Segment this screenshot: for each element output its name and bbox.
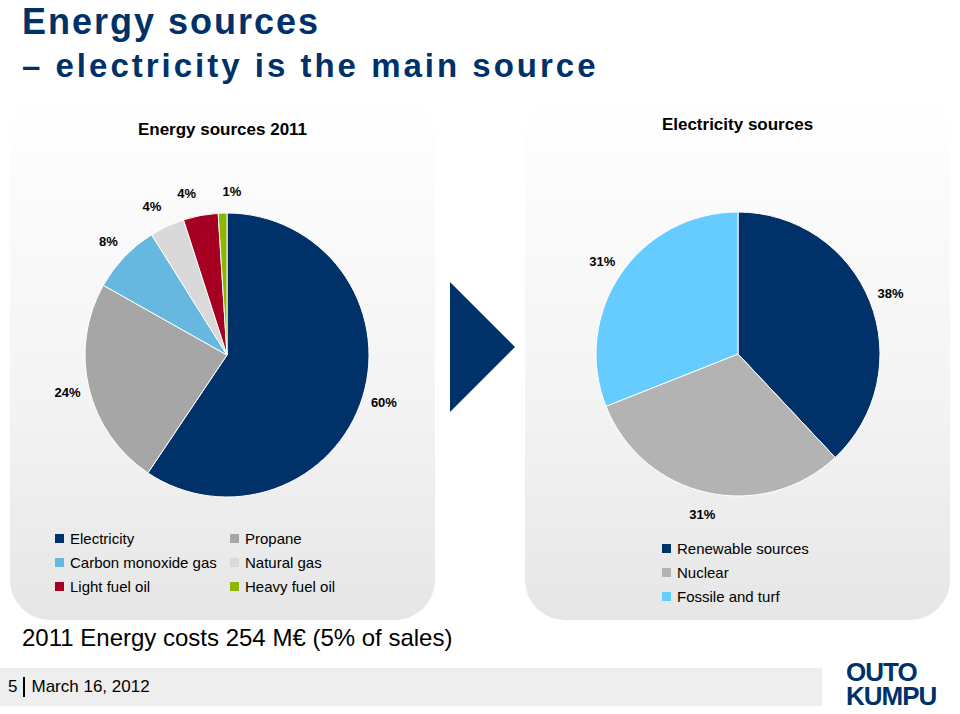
html-text:KUMPU: KUMPU (846, 681, 937, 711)
html-text:Fossile and turf: Fossile and turf (677, 587, 780, 605)
svg-text:31%: 31% (689, 507, 715, 522)
svg-text:24%: 24% (54, 385, 80, 400)
svg-text:1%: 1% (223, 184, 242, 199)
html-text:5: 5 (8, 677, 18, 696)
svg-text:4%: 4% (142, 199, 161, 214)
html-text:– electricity is the main sour: – electricity is the main source (22, 47, 599, 84)
svg-text:60%: 60% (371, 395, 397, 410)
html-text:2011 Energy costs 254 M€ (5% o: 2011 Energy costs 254 M€ (5% of sales) (22, 624, 453, 651)
html-text:Energy sources 2011: Energy sources 2011 (137, 120, 308, 139)
svg-text:38%: 38% (877, 286, 903, 301)
html-text:Energy sources: Energy sources (22, 1, 321, 42)
html-text:Renewable sources: Renewable sources (677, 539, 809, 557)
html-text:Electricity: Electricity (70, 529, 135, 547)
html-text:Natural gas: Natural gas (245, 553, 322, 571)
html-text:Nuclear: Nuclear (677, 563, 729, 581)
svg-text:4%: 4% (177, 186, 196, 201)
html-text:Carbon monoxide gas: Carbon monoxide gas (70, 553, 217, 571)
html-text:Electricity sources: Electricity sources (661, 115, 814, 134)
svg-text:8%: 8% (99, 234, 118, 249)
html-text:Propane: Propane (245, 529, 302, 547)
html-text:OUTO: OUTO (846, 657, 917, 687)
html-text:March 16, 2012: March 16, 2012 (31, 677, 150, 696)
html-text:Heavy fuel oil: Heavy fuel oil (245, 577, 335, 595)
html-text:Light fuel oil: Light fuel oil (70, 577, 151, 595)
svg-text:31%: 31% (589, 254, 615, 269)
